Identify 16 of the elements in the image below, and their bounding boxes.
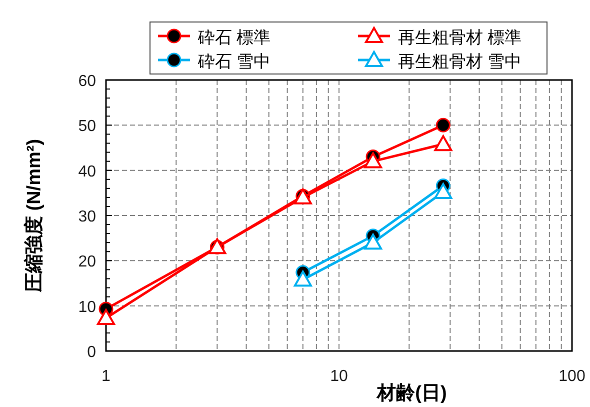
- x-tick-label: 100: [558, 368, 586, 385]
- legend-label: 砕石 標準: [197, 28, 271, 47]
- y-tick-label: 30: [78, 208, 96, 226]
- x-axis-title: 材齢(日): [376, 382, 447, 404]
- y-axis-title: 圧縮強度 (N/mm²): [23, 138, 45, 294]
- y-tick-label: 20: [78, 254, 96, 271]
- legend-label: 再生粗骨材 雪中: [398, 52, 522, 71]
- legend-label: 再生粗骨材 標準: [398, 28, 522, 47]
- x-tick-label: 10: [330, 368, 348, 385]
- y-tick-label: 50: [78, 118, 96, 136]
- x-tick-label: 1: [102, 368, 111, 385]
- y-tick-label: 40: [78, 163, 96, 180]
- y-tick-label: 10: [78, 298, 96, 316]
- y-tick-label: 0: [87, 344, 96, 361]
- legend-label: 砕石 雪中: [197, 52, 271, 71]
- y-tick-label: 60: [78, 73, 96, 90]
